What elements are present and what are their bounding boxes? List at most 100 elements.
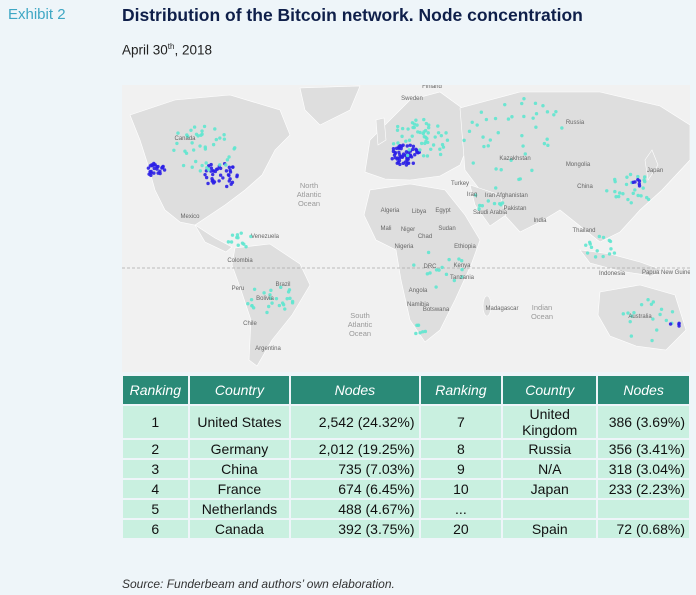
table-cell: Spain: [501, 518, 599, 540]
node-dot: [198, 169, 203, 173]
node-dot: [252, 287, 257, 291]
node-dot: [595, 249, 599, 253]
table-cell: 8: [418, 438, 504, 460]
node-dot: [217, 179, 221, 183]
map-label: Papua New Guinea: [642, 270, 690, 276]
map-label: DRC: [424, 264, 438, 270]
node-dot: [198, 144, 202, 148]
node-dot: [486, 199, 490, 203]
table-cell: 3: [121, 458, 190, 480]
node-dot: [398, 143, 402, 148]
node-dot: [433, 135, 437, 139]
node-dot: [185, 134, 190, 139]
node-dot: [496, 131, 500, 135]
node-dot: [269, 288, 273, 293]
column-header: Ranking: [121, 374, 190, 406]
node-dot: [411, 144, 416, 149]
node-dot: [460, 259, 464, 263]
node-dot: [202, 124, 207, 129]
table-cell: Japan: [501, 478, 599, 500]
node-dot: [190, 141, 194, 145]
map-label: Angola: [409, 288, 428, 294]
node-dot: [560, 126, 564, 130]
node-dot: [426, 250, 431, 255]
node-dot: [405, 144, 409, 148]
node-dot: [229, 182, 233, 186]
node-dot: [249, 297, 254, 302]
node-dot: [613, 189, 617, 194]
map-label: Australia: [628, 314, 652, 320]
node-dot: [395, 128, 400, 132]
node-dot: [203, 172, 207, 177]
node-dot: [193, 159, 198, 164]
node-dot: [436, 131, 441, 135]
node-dot: [411, 161, 416, 165]
world-map: Finland Sweden Canada Russia Kazakhstan Mongo…: [122, 85, 690, 372]
node-dot: [227, 173, 231, 178]
date-rest: , 2018: [174, 42, 212, 58]
node-dot: [605, 189, 609, 193]
node-dot: [488, 138, 493, 142]
node-dot: [642, 175, 647, 179]
map-label: Kenya: [453, 263, 471, 269]
node-dot: [484, 117, 489, 122]
node-dot: [637, 182, 641, 186]
map-label: Russia: [566, 120, 585, 126]
table-cell: [501, 498, 599, 520]
node-dot: [510, 115, 514, 119]
map-label: Afghanistan: [496, 193, 528, 199]
node-dot: [205, 166, 209, 170]
table-cell: 386 (3.69%): [596, 404, 691, 440]
node-dot: [452, 278, 457, 283]
node-dot: [279, 285, 283, 290]
map-label: Ethiopia: [454, 244, 476, 250]
table-cell: 7: [418, 404, 504, 440]
node-dot: [218, 163, 222, 167]
node-dot: [222, 133, 226, 137]
node-dot: [668, 322, 673, 326]
node-dot: [440, 265, 444, 270]
node-dot: [616, 194, 621, 199]
node-dot: [497, 201, 502, 206]
node-dot: [415, 123, 419, 127]
table-cell: United States: [187, 404, 292, 440]
node-dot: [416, 130, 420, 134]
ocean-label: Indian: [532, 303, 552, 312]
node-dot: [625, 175, 629, 179]
date-sup: th: [167, 42, 175, 51]
node-dot: [231, 165, 235, 169]
node-dot: [503, 102, 507, 107]
node-dot: [158, 169, 162, 174]
node-dot: [190, 165, 194, 169]
node-dot: [404, 139, 408, 143]
node-dot: [613, 177, 617, 182]
node-dot: [477, 207, 481, 211]
node-dot: [146, 166, 151, 170]
node-dot: [227, 155, 231, 159]
node-dot: [436, 124, 440, 128]
node-dot: [265, 310, 269, 315]
column-header: Country: [187, 374, 292, 406]
node-dot: [162, 168, 167, 172]
node-dot: [181, 163, 186, 168]
node-dot: [621, 312, 625, 316]
node-dot: [447, 257, 451, 262]
node-dot: [492, 201, 497, 206]
node-dot: [213, 127, 217, 131]
node-dot: [523, 152, 527, 156]
node-dot: [227, 179, 231, 183]
node-dot: [467, 129, 472, 134]
map-label: Libya: [412, 209, 427, 215]
node-dot: [677, 324, 681, 328]
node-dot: [481, 135, 485, 139]
node-dot: [486, 144, 490, 148]
table-cell: 318 (3.04%): [596, 458, 691, 480]
map-label: Thailand: [572, 228, 595, 234]
node-dot: [224, 169, 229, 173]
node-dot: [394, 146, 399, 151]
table-cell: 735 (7.03%): [289, 458, 421, 480]
node-dot: [211, 142, 216, 147]
node-dot: [414, 147, 418, 152]
table-row: 6 Canada 392 (3.75%) 20 Spain 72 (0.68%): [121, 518, 691, 540]
node-dot: [224, 163, 228, 167]
